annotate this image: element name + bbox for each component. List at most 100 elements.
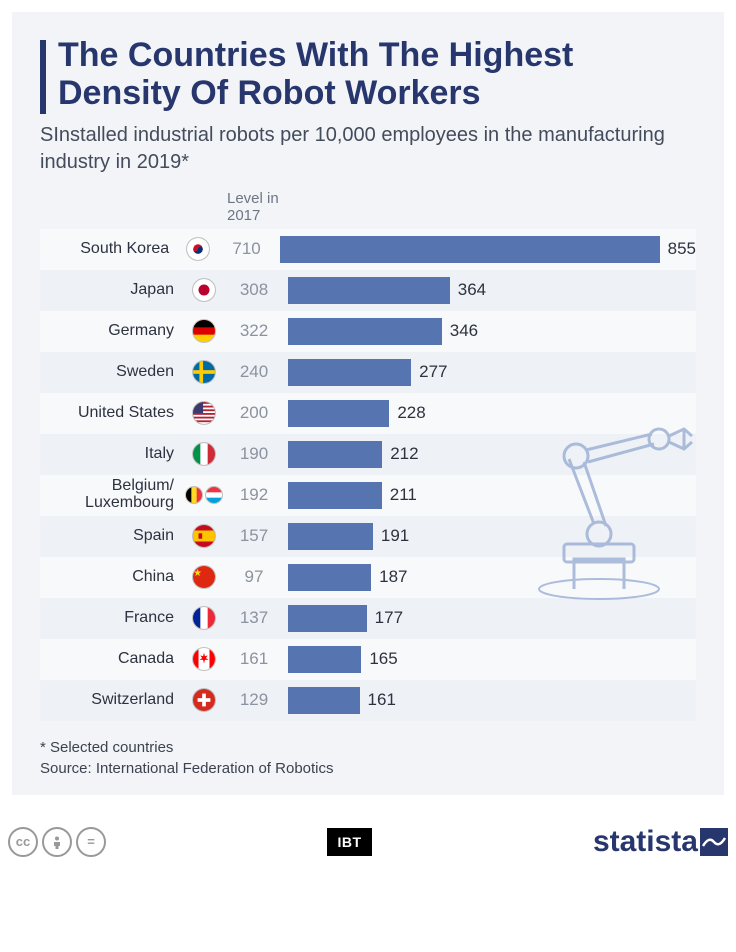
country-label: Sweden bbox=[40, 364, 180, 381]
flag-cell bbox=[180, 524, 228, 548]
bar-area: 177 bbox=[280, 605, 696, 632]
bar-value-label: 364 bbox=[458, 280, 486, 300]
statista-wave-icon bbox=[700, 828, 728, 856]
bar bbox=[288, 523, 373, 550]
chart-row: South Korea 710 855 bbox=[40, 229, 696, 270]
header: The Countries With The Highest Density O… bbox=[12, 12, 724, 184]
chart-subtitle: SInstalled industrial robots per 10,000 … bbox=[40, 122, 696, 176]
bar-value-label: 187 bbox=[379, 567, 407, 587]
bar bbox=[288, 400, 389, 427]
level-2017-value: 710 bbox=[221, 239, 271, 259]
chart-row: Sweden240277 bbox=[40, 352, 696, 393]
flag-icon bbox=[192, 401, 216, 425]
level-2017-value: 137 bbox=[228, 608, 280, 628]
country-label: United States bbox=[40, 405, 180, 422]
flag-cell bbox=[180, 606, 228, 630]
bar-value-label: 346 bbox=[450, 321, 478, 341]
country-label: Spain bbox=[40, 528, 180, 545]
flag-icon bbox=[192, 360, 216, 384]
bar-value-label: 855 bbox=[668, 239, 696, 259]
flag-cell bbox=[180, 401, 228, 425]
flag-cell bbox=[180, 565, 228, 589]
country-label: Switzerland bbox=[40, 692, 180, 709]
bar-area: 364 bbox=[280, 277, 696, 304]
country-label: China bbox=[40, 569, 180, 586]
bar bbox=[288, 318, 442, 345]
flag-cell bbox=[180, 486, 228, 504]
country-label: Germany bbox=[40, 323, 180, 340]
bar bbox=[288, 564, 371, 591]
title-accent-bar bbox=[40, 40, 46, 114]
flag-icon bbox=[186, 237, 210, 261]
bar bbox=[288, 359, 411, 386]
level-2017-value: 129 bbox=[228, 690, 280, 710]
chart-title: The Countries With The Highest Density O… bbox=[40, 36, 696, 112]
flag-icon bbox=[192, 524, 216, 548]
bar-value-label: 161 bbox=[368, 690, 396, 710]
flag-cell bbox=[180, 442, 228, 466]
bar-value-label: 165 bbox=[369, 649, 397, 669]
flag-icon bbox=[185, 486, 203, 504]
cc-license-icons: cc = bbox=[8, 827, 106, 857]
country-label: Italy bbox=[40, 446, 180, 463]
level-2017-value: 97 bbox=[228, 567, 280, 587]
bar bbox=[288, 482, 382, 509]
flag-icon bbox=[205, 486, 223, 504]
infographic-container: The Countries With The Highest Density O… bbox=[12, 12, 724, 795]
flag-icon bbox=[192, 606, 216, 630]
chart-row: Germany 322 346 bbox=[40, 311, 696, 352]
level-2017-value: 192 bbox=[228, 485, 280, 505]
country-label: France bbox=[40, 610, 180, 627]
bar-area: 277 bbox=[280, 359, 696, 386]
flag-icon bbox=[192, 319, 216, 343]
footer: cc = IBT statista bbox=[0, 807, 736, 883]
level-header-line1: Level in bbox=[227, 190, 279, 207]
bar-value-label: 191 bbox=[381, 526, 409, 546]
level-header-line2: 2017 bbox=[227, 207, 260, 224]
level-2017-value: 190 bbox=[228, 444, 280, 464]
cc-icon: cc bbox=[8, 827, 38, 857]
flag-cell bbox=[180, 688, 228, 712]
bar bbox=[288, 605, 367, 632]
chart-row: Switzerland 129 161 bbox=[40, 680, 696, 721]
bar-value-label: 228 bbox=[397, 403, 425, 423]
statista-logo: statista bbox=[593, 825, 728, 859]
statista-text: statista bbox=[593, 825, 698, 859]
country-label: Belgium/Luxembourg bbox=[40, 478, 180, 512]
cc-nd-icon: = bbox=[76, 827, 106, 857]
level-2017-value: 322 bbox=[228, 321, 280, 341]
bar-area: 346 bbox=[280, 318, 696, 345]
bar-value-label: 211 bbox=[390, 485, 417, 505]
flag-cell bbox=[180, 319, 228, 343]
flag-cell bbox=[180, 278, 228, 302]
chart-row: Canada161165 bbox=[40, 639, 696, 680]
bar-area: 165 bbox=[280, 646, 696, 673]
bar bbox=[288, 687, 360, 714]
level-2017-value: 161 bbox=[228, 649, 280, 669]
ibt-badge: IBT bbox=[327, 828, 371, 856]
bar-area: 855 bbox=[272, 236, 696, 263]
flag-icon bbox=[192, 442, 216, 466]
level-2017-value: 200 bbox=[228, 403, 280, 423]
flag-cell bbox=[175, 237, 221, 261]
chart-row: Japan 308 364 bbox=[40, 270, 696, 311]
bar-value-label: 212 bbox=[390, 444, 418, 464]
level-2017-value: 308 bbox=[228, 280, 280, 300]
bar-area: 161 bbox=[280, 687, 696, 714]
robot-arm-icon bbox=[534, 414, 704, 604]
flag-cell bbox=[180, 360, 228, 384]
bar bbox=[288, 441, 382, 468]
cc-by-icon bbox=[42, 827, 72, 857]
flag-icon bbox=[192, 278, 216, 302]
flag-icon bbox=[192, 688, 216, 712]
level-2017-value: 157 bbox=[228, 526, 280, 546]
bar bbox=[288, 277, 450, 304]
footnote: * Selected countries bbox=[12, 729, 724, 760]
chart-area: Level in 2017 South Korea 710 855 Japan 308 3… bbox=[12, 184, 724, 729]
bar bbox=[280, 236, 660, 263]
bar bbox=[288, 646, 361, 673]
country-label: South Korea bbox=[40, 241, 175, 258]
country-label: Japan bbox=[40, 282, 180, 299]
bar-value-label: 277 bbox=[419, 362, 447, 382]
level-2017-header: Level in 2017 bbox=[40, 190, 696, 225]
